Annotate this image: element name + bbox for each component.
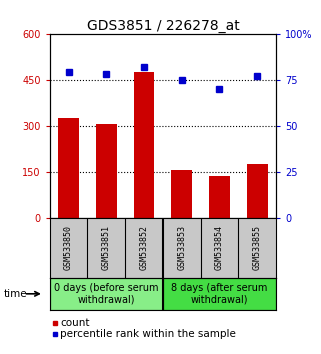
Text: time: time: [3, 289, 27, 299]
Bar: [96, 124, 117, 218]
Text: GSM533850: GSM533850: [64, 225, 73, 270]
Bar: [50, 278, 163, 310]
Text: GSM533855: GSM533855: [253, 225, 262, 270]
Text: GSM533852: GSM533852: [140, 225, 149, 270]
Bar: [209, 176, 230, 218]
Bar: [163, 278, 276, 310]
Text: 0 days (before serum
withdrawal): 0 days (before serum withdrawal): [54, 283, 159, 305]
Text: percentile rank within the sample: percentile rank within the sample: [60, 329, 236, 339]
Text: GSM533851: GSM533851: [102, 225, 111, 270]
Bar: [58, 118, 79, 218]
Bar: [134, 72, 154, 218]
Text: GSM533854: GSM533854: [215, 225, 224, 270]
Text: count: count: [60, 318, 90, 328]
Text: GSM533853: GSM533853: [177, 225, 186, 270]
Text: 8 days (after serum
withdrawal): 8 days (after serum withdrawal): [171, 283, 268, 305]
Bar: [247, 164, 268, 218]
Bar: [171, 170, 192, 218]
Title: GDS3851 / 226278_at: GDS3851 / 226278_at: [87, 19, 239, 33]
